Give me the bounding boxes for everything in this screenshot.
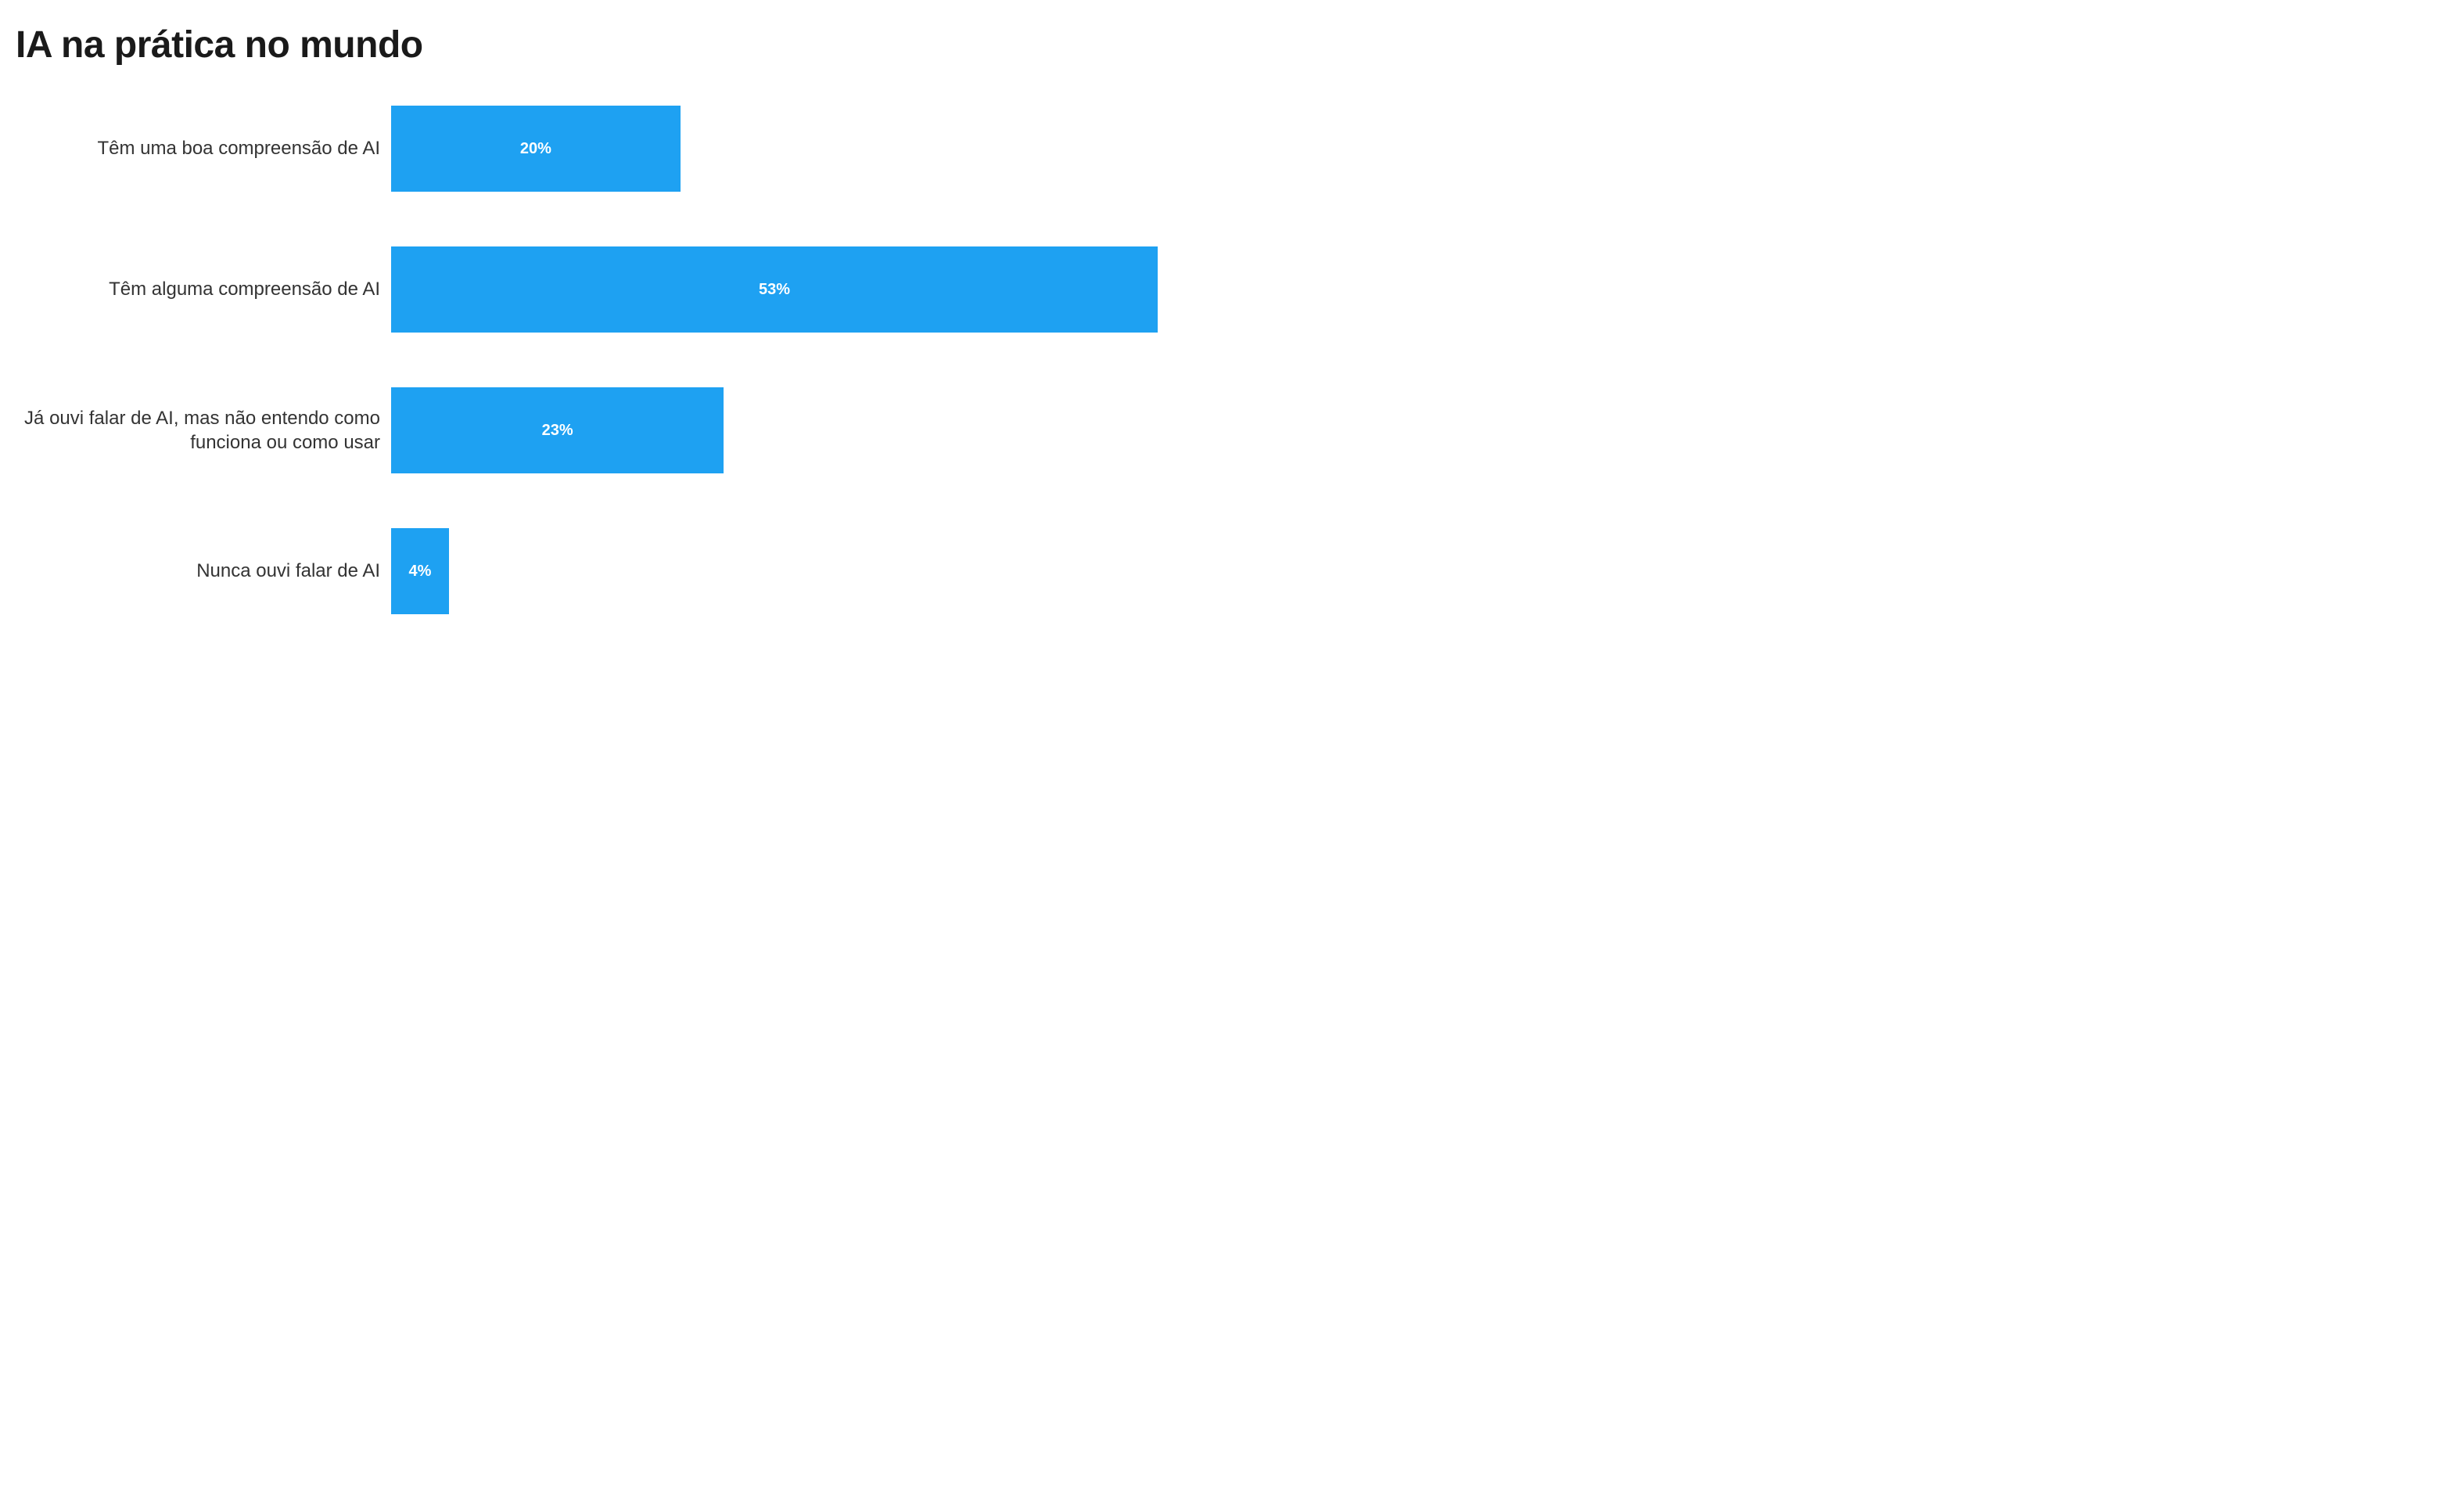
bar: 53%	[391, 246, 1158, 333]
category-label: Nunca ouvi falar de AI	[16, 559, 391, 583]
bar-row: Nunca ouvi falar de AI 4%	[16, 528, 1158, 614]
bar-track: 23%	[391, 387, 1158, 473]
bar: 4%	[391, 528, 449, 614]
chart-container: IA na prática no mundo Têm uma boa compr…	[0, 0, 1173, 646]
category-label: Já ouvi falar de AI, mas não entendo com…	[16, 406, 391, 455]
bar-track: 53%	[391, 246, 1158, 333]
category-label: Têm alguma compreensão de AI	[16, 277, 391, 301]
bar-track: 4%	[391, 528, 1158, 614]
bar-value-label: 4%	[409, 563, 432, 581]
bar-value-label: 23%	[542, 422, 573, 440]
bar-value-label: 53%	[759, 281, 790, 299]
bar: 23%	[391, 387, 724, 473]
bar: 20%	[391, 106, 681, 192]
bar-rows: Têm uma boa compreensão de AI 20% Têm al…	[16, 106, 1158, 614]
bar-row: Têm alguma compreensão de AI 53%	[16, 246, 1158, 333]
bar-value-label: 20%	[520, 140, 551, 158]
bar-row: Já ouvi falar de AI, mas não entendo com…	[16, 387, 1158, 473]
category-label: Têm uma boa compreensão de AI	[16, 136, 391, 160]
bar-row: Têm uma boa compreensão de AI 20%	[16, 106, 1158, 192]
bar-track: 20%	[391, 106, 1158, 192]
chart-title: IA na prática no mundo	[16, 23, 1158, 67]
